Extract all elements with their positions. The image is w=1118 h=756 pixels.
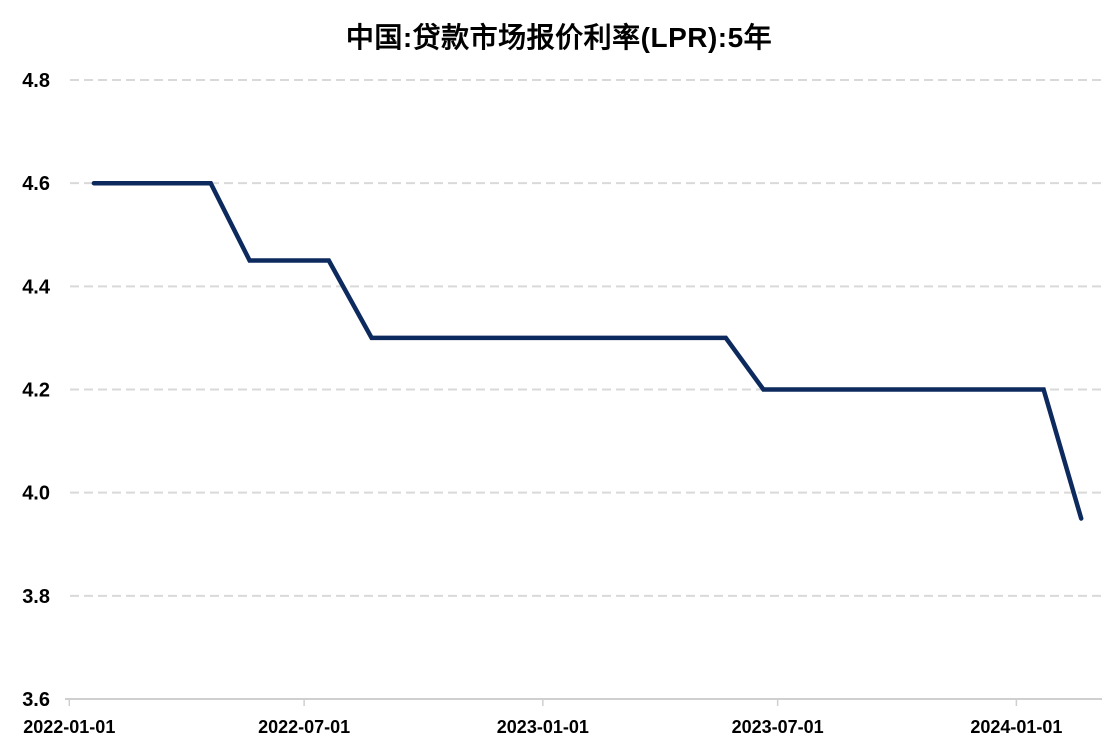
x-axis-label: 2022-01-01 — [23, 717, 115, 737]
x-axis-label: 2022-07-01 — [258, 717, 350, 737]
y-axis-label: 4.2 — [22, 380, 50, 402]
x-axis-label: 2024-01-01 — [970, 717, 1062, 737]
x-axis-label: 2023-07-01 — [732, 717, 824, 737]
y-axis-label: 4.4 — [22, 276, 51, 298]
y-axis-label: 3.6 — [22, 689, 50, 711]
y-axis-label: 4.0 — [22, 483, 50, 505]
y-axis-label: 4.6 — [22, 173, 50, 195]
y-axis-label: 3.8 — [22, 586, 50, 608]
x-axis-label: 2023-01-01 — [497, 717, 589, 737]
lpr-5y-line — [91, 180, 1084, 521]
y-axis-label: 4.8 — [22, 70, 50, 92]
chart-title: 中国:贷款市场报价利率(LPR):5年 — [345, 22, 773, 53]
